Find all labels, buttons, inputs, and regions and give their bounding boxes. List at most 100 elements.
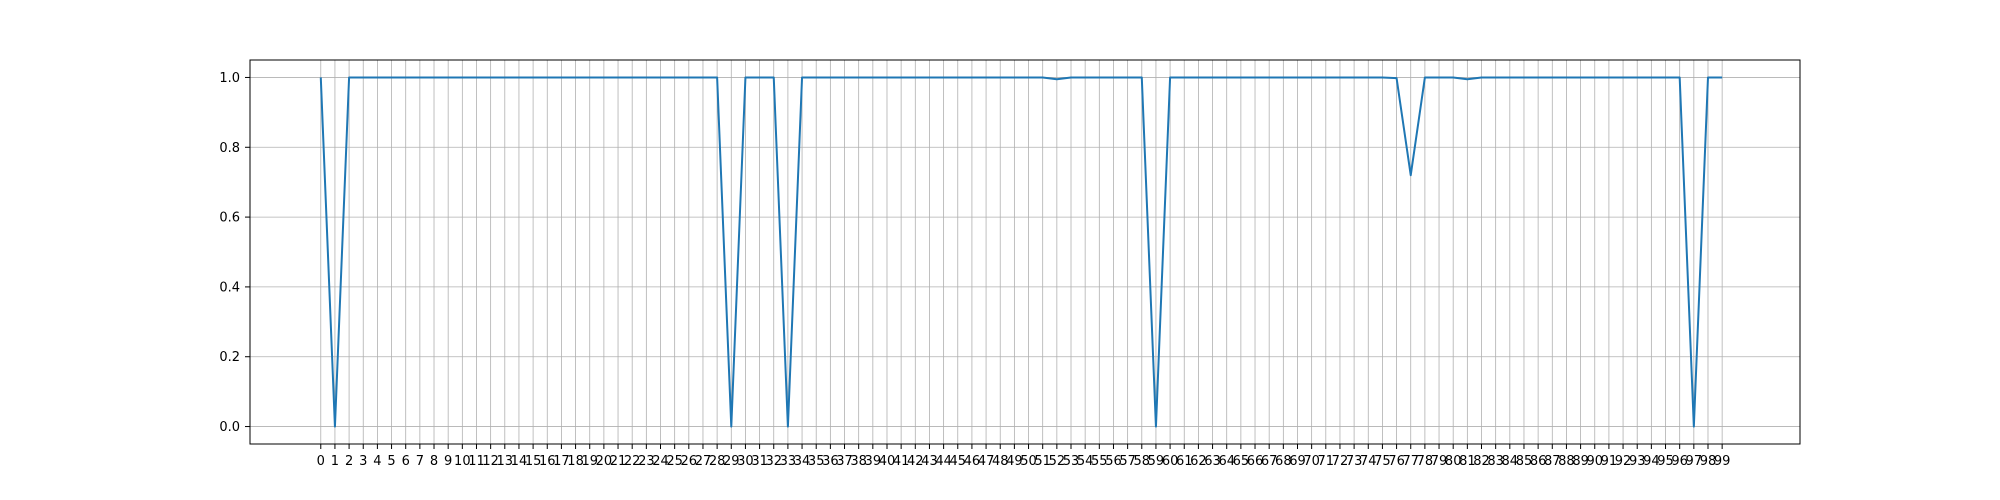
x-tick-label: 73: [1346, 454, 1363, 469]
x-tick-label: 80: [1445, 454, 1462, 469]
x-tick-label: 28: [709, 454, 726, 469]
x-tick-label: 85: [1516, 454, 1533, 469]
x-tick-label: 40: [879, 454, 896, 469]
x-tick-label: 62: [1190, 454, 1207, 469]
x-tick-label: 82: [1473, 454, 1490, 469]
x-tick-label: 97: [1686, 454, 1703, 469]
grid: [250, 60, 1800, 444]
x-tick-label: 29: [723, 454, 740, 469]
x-tick-label: 76: [1388, 454, 1405, 469]
x-tick-label: 11: [468, 454, 485, 469]
x-tick-label: 99: [1714, 454, 1731, 469]
x-tick-label: 3: [359, 454, 367, 469]
x-tick-label: 23: [638, 454, 655, 469]
x-tick-label: 16: [539, 454, 556, 469]
x-tick-label: 46: [964, 454, 981, 469]
x-tick-label: 32: [765, 454, 782, 469]
x-tick-label: 25: [666, 454, 683, 469]
x-tick-label: 60: [1162, 454, 1179, 469]
x-tick-label: 52: [1049, 454, 1066, 469]
x-tick-label: 92: [1615, 454, 1632, 469]
x-tick-label: 22: [624, 454, 641, 469]
x-tick-label: 68: [1275, 454, 1292, 469]
x-tick-label: 30: [737, 454, 754, 469]
x-tick-label: 83: [1487, 454, 1504, 469]
x-tick-label: 26: [681, 454, 698, 469]
x-tick-label: 96: [1671, 454, 1688, 469]
x-tick-label: 58: [1134, 454, 1151, 469]
x-tick-label: 84: [1502, 454, 1519, 469]
x-tick-label: 47: [978, 454, 995, 469]
y-tick-label: 0.0: [219, 420, 240, 435]
y-tick-label: 0.4: [219, 280, 240, 295]
x-tick-label: 24: [652, 454, 669, 469]
x-tick-label: 81: [1459, 454, 1476, 469]
x-tick-label: 66: [1247, 454, 1264, 469]
series-layer: [319, 76, 1723, 428]
x-tick-label: 34: [794, 454, 811, 469]
x-tick-label: 43: [921, 454, 938, 469]
x-tick-label: 41: [893, 454, 910, 469]
x-tick-label: 56: [1105, 454, 1122, 469]
series-line: [319, 76, 1723, 428]
x-tick-label: 64: [1218, 454, 1235, 469]
x-tick-label: 79: [1431, 454, 1448, 469]
x-tick-label: 8: [430, 454, 438, 469]
x-tick-label: 7: [416, 454, 424, 469]
x-tick-label: 39: [865, 454, 882, 469]
x-tick-label: 14: [511, 454, 528, 469]
x-tick-label: 65: [1233, 454, 1250, 469]
x-tick-label: 91: [1601, 454, 1618, 469]
x-tick-label: 5: [387, 454, 395, 469]
x-tick-label: 50: [1020, 454, 1037, 469]
x-tick-label: 63: [1204, 454, 1221, 469]
x-tick-label: 15: [525, 454, 542, 469]
x-tick-label: 87: [1544, 454, 1561, 469]
y-tick-label: 1.0: [219, 71, 240, 86]
x-tick-label: 88: [1558, 454, 1575, 469]
x-tick-label: 31: [751, 454, 768, 469]
x-tick-label: 45: [949, 454, 966, 469]
x-tick-label: 36: [822, 454, 839, 469]
x-tick-label: 6: [402, 454, 410, 469]
x-tick-label: 37: [836, 454, 853, 469]
x-tick-label: 78: [1417, 454, 1434, 469]
x-tick-label: 51: [1034, 454, 1051, 469]
plot-frame: [249, 59, 1801, 445]
x-tick-label: 90: [1586, 454, 1603, 469]
y-tick-label: 0.2: [219, 350, 240, 365]
x-tick-label: 38: [850, 454, 867, 469]
x-tick-label: 21: [610, 454, 627, 469]
x-tick-label: 49: [1006, 454, 1023, 469]
x-tick-label: 13: [497, 454, 514, 469]
x-tick-label: 89: [1572, 454, 1589, 469]
x-tick-label: 48: [992, 454, 1009, 469]
x-tick-label: 42: [907, 454, 924, 469]
x-tick-label: 20: [596, 454, 613, 469]
x-tick-label: 53: [1063, 454, 1080, 469]
x-tick-label: 27: [695, 454, 712, 469]
x-tick-label: 33: [780, 454, 797, 469]
x-tick-label: 94: [1643, 454, 1660, 469]
x-axis: 0 1 2 3 4 5 6 7 8 9 101112131415161718192021222324…: [317, 444, 1731, 469]
x-tick-label: 19: [581, 454, 598, 469]
x-tick-label: 75: [1374, 454, 1391, 469]
x-tick-label: 54: [1077, 454, 1094, 469]
y-tick-label: 0.8: [219, 141, 240, 156]
x-tick-label: 98: [1700, 454, 1717, 469]
x-tick-label: 72: [1332, 454, 1349, 469]
x-tick-label: 70: [1303, 454, 1320, 469]
x-tick-label: 18: [567, 454, 584, 469]
x-tick-label: 69: [1289, 454, 1306, 469]
x-tick-label: 61: [1176, 454, 1193, 469]
x-tick-label: 10: [454, 454, 471, 469]
x-tick-label: 59: [1148, 454, 1165, 469]
x-tick-label: 17: [553, 454, 570, 469]
x-tick-label: 77: [1402, 454, 1419, 469]
x-tick-label: 1: [331, 454, 339, 469]
y-axis: 0.0 0.2 0.4 0.6 0.8 1.0: [219, 71, 250, 435]
x-tick-label: 67: [1261, 454, 1278, 469]
x-tick-label: 12: [482, 454, 499, 469]
x-tick-label: 86: [1530, 454, 1547, 469]
